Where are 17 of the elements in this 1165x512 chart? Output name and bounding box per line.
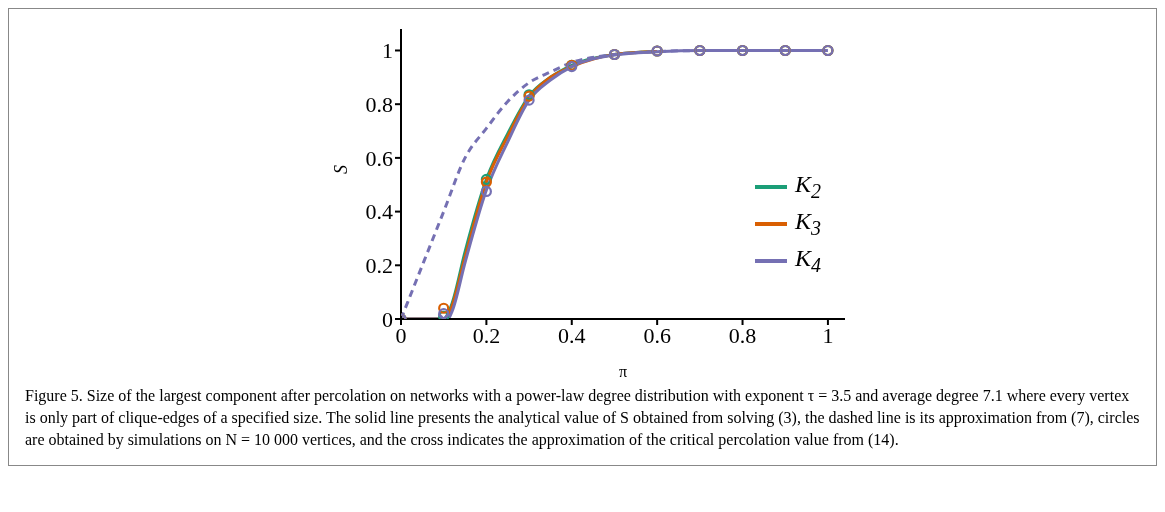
legend-label: K$_{2}$ xyxy=(794,170,821,204)
y-tick-label: 0.2 xyxy=(365,253,393,279)
x-tick-label: 0.6 xyxy=(643,322,671,348)
caption: Figure 5. Size of the largest component after percolation on networks with a power-law degree distribution with exponent τ = 3.5 and average degree 7.1 where every vertex is only part of clique-edges of a specified size. The solid line presents the analytical value of S obtained from solving (3), the dashed line is its approximation from (7), circles are obtained by simulations on N = 10 000 vertices, and the cross indicates the approximation of the critical percolation value from (14). xyxy=(25,387,1140,448)
y-tick-label: 0 xyxy=(382,306,393,332)
y-tick-label: 0.8 xyxy=(365,92,393,117)
x-axis-title: π xyxy=(618,363,628,380)
x-tick-label: 0.2 xyxy=(472,322,501,348)
y-tick-label: 0.6 xyxy=(365,145,393,171)
legend-label: K$_{4}$ xyxy=(794,243,821,278)
y-tick-label: 0.4 xyxy=(365,199,393,225)
legend-label: K$_{3}$ xyxy=(794,206,821,241)
x-tick-label: 0.4 xyxy=(558,322,586,348)
x-tick-label: 0.8 xyxy=(728,322,757,348)
x-tick-label: 1 xyxy=(822,322,834,348)
y-tick-label: 1 xyxy=(382,38,393,64)
y-axis-title: S xyxy=(331,165,352,174)
